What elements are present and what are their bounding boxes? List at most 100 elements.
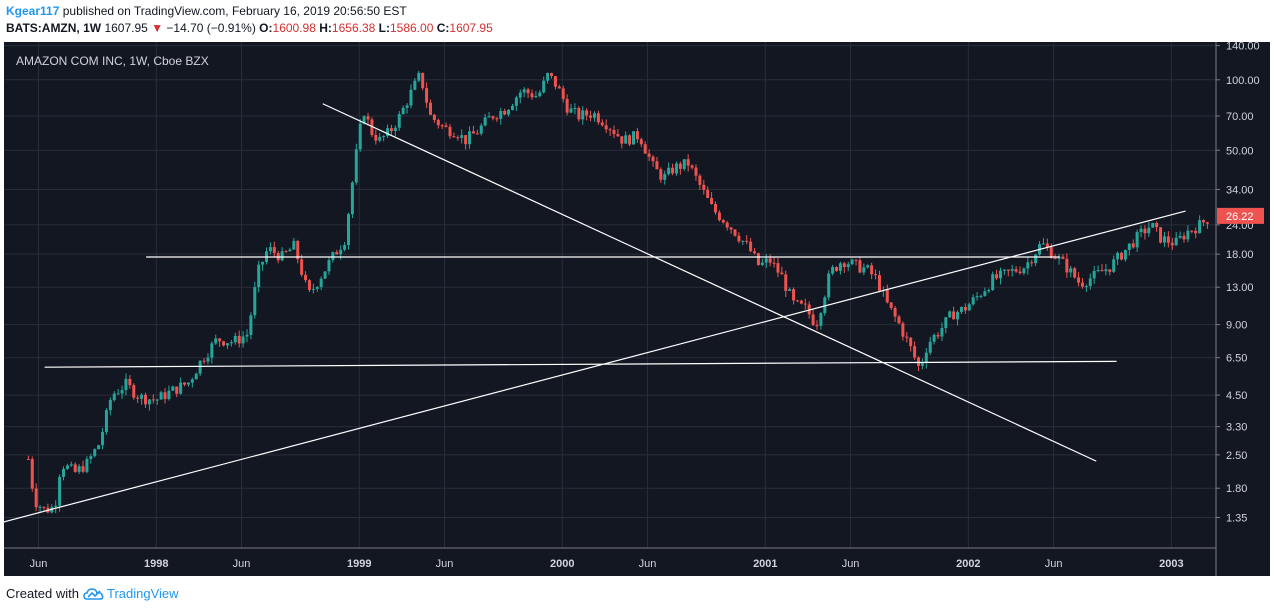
candle-body bbox=[30, 459, 34, 489]
candle-body bbox=[249, 315, 253, 335]
candle-body bbox=[998, 270, 1002, 279]
candle-body bbox=[776, 263, 780, 273]
trend-line-falling-resistance bbox=[322, 103, 1097, 462]
candle-body bbox=[1100, 270, 1104, 272]
candle-body bbox=[409, 89, 413, 106]
candle-body bbox=[261, 261, 265, 265]
candle-body bbox=[550, 73, 554, 77]
x-tick-label: 2002 bbox=[956, 558, 980, 570]
candle-body bbox=[81, 466, 85, 472]
candle-body bbox=[823, 297, 827, 314]
candle-body bbox=[1186, 230, 1190, 240]
candle-body bbox=[643, 144, 647, 154]
created-with-text: Created with bbox=[6, 586, 79, 601]
candle-body bbox=[155, 399, 159, 401]
candle-body bbox=[452, 136, 456, 138]
candle-body bbox=[702, 184, 706, 190]
chart-legend: AMAZON COM INC, 1W, Cboe BZX bbox=[16, 54, 209, 68]
author-link[interactable]: Kgear117 bbox=[6, 4, 60, 18]
candle-body bbox=[1018, 271, 1022, 274]
tradingview-logo[interactable]: TradingView bbox=[83, 586, 179, 601]
candle-body bbox=[77, 466, 81, 472]
candle-body bbox=[534, 96, 538, 98]
candle-body bbox=[827, 273, 831, 298]
candle-body bbox=[717, 212, 721, 221]
candle-body bbox=[733, 229, 737, 236]
candle-body bbox=[241, 336, 245, 344]
candle-body bbox=[565, 98, 569, 113]
x-tick-label: Jun bbox=[842, 558, 860, 570]
candle-body bbox=[667, 167, 671, 175]
candle-body bbox=[1077, 277, 1081, 283]
candle-body bbox=[93, 449, 97, 457]
candle-body bbox=[331, 252, 335, 261]
candle-body bbox=[432, 114, 436, 121]
candle-body bbox=[917, 357, 921, 366]
candle-body bbox=[952, 311, 956, 320]
candle-body bbox=[335, 252, 339, 255]
y-tick-label: 13.00 bbox=[1226, 282, 1254, 294]
candle-body bbox=[1135, 231, 1139, 248]
candle-body bbox=[175, 386, 179, 394]
candle-body bbox=[280, 251, 284, 261]
candle-body bbox=[768, 258, 772, 263]
price-axis bbox=[1216, 42, 1270, 576]
candle-body bbox=[518, 92, 522, 98]
candle-body bbox=[323, 271, 327, 279]
price-chart[interactable]: 140.00100.0070.0050.0034.0024.0018.0013.… bbox=[4, 42, 1270, 576]
high-value: 1656.38 bbox=[331, 21, 376, 35]
x-tick-label: Jun bbox=[30, 558, 48, 570]
candle-body bbox=[530, 93, 534, 98]
candle-body bbox=[905, 336, 909, 338]
candle-body bbox=[38, 506, 42, 508]
y-tick-label: 50.00 bbox=[1226, 145, 1254, 157]
candle-body bbox=[440, 125, 444, 127]
candle-body bbox=[756, 253, 760, 265]
candle-body bbox=[971, 297, 975, 305]
candle-body bbox=[436, 120, 440, 126]
candle-body bbox=[991, 274, 995, 290]
candle-body bbox=[706, 189, 710, 198]
candle-body bbox=[850, 259, 854, 265]
candle-body bbox=[948, 311, 952, 318]
candle-body bbox=[753, 251, 757, 254]
close-label: C: bbox=[436, 21, 450, 35]
candle-body bbox=[659, 169, 663, 180]
candle-body bbox=[1080, 282, 1084, 287]
candle-body bbox=[924, 352, 928, 363]
candle-body bbox=[889, 302, 893, 308]
candle-body bbox=[811, 314, 815, 326]
candle-body bbox=[819, 313, 823, 326]
candle-body bbox=[620, 136, 624, 144]
candle-body bbox=[65, 465, 69, 469]
candle-body bbox=[573, 108, 577, 110]
candle-body bbox=[151, 399, 155, 401]
candle-body bbox=[686, 159, 690, 166]
candle-body bbox=[557, 86, 561, 89]
x-tick-label: 2001 bbox=[753, 558, 777, 570]
candle-body bbox=[171, 386, 175, 391]
candle-body bbox=[101, 432, 105, 446]
candle-body bbox=[1120, 252, 1124, 260]
candle-body bbox=[604, 125, 608, 130]
candle-body bbox=[304, 274, 308, 281]
candle-body bbox=[350, 182, 354, 215]
candle-body bbox=[374, 134, 378, 141]
candle-body bbox=[784, 274, 788, 291]
chart-panel[interactable]: 140.00 100.00 70.00 50.00 34.00 24.00 18.00 13.… bbox=[4, 42, 1270, 576]
candle-body bbox=[401, 107, 405, 115]
candle-body bbox=[272, 247, 276, 254]
candle-body bbox=[1170, 242, 1174, 246]
candle-body bbox=[1045, 243, 1049, 248]
candle-body bbox=[1166, 236, 1170, 243]
candle-body bbox=[967, 304, 971, 311]
candle-body bbox=[729, 227, 733, 230]
candle-body bbox=[1108, 269, 1112, 272]
candle-body bbox=[206, 357, 210, 362]
candle-body bbox=[425, 88, 429, 103]
candle-body bbox=[73, 464, 77, 472]
down-arrow-icon: ▼ bbox=[151, 21, 164, 35]
candle-body bbox=[858, 260, 862, 273]
candle-body bbox=[347, 214, 351, 246]
candle-body bbox=[483, 117, 487, 126]
